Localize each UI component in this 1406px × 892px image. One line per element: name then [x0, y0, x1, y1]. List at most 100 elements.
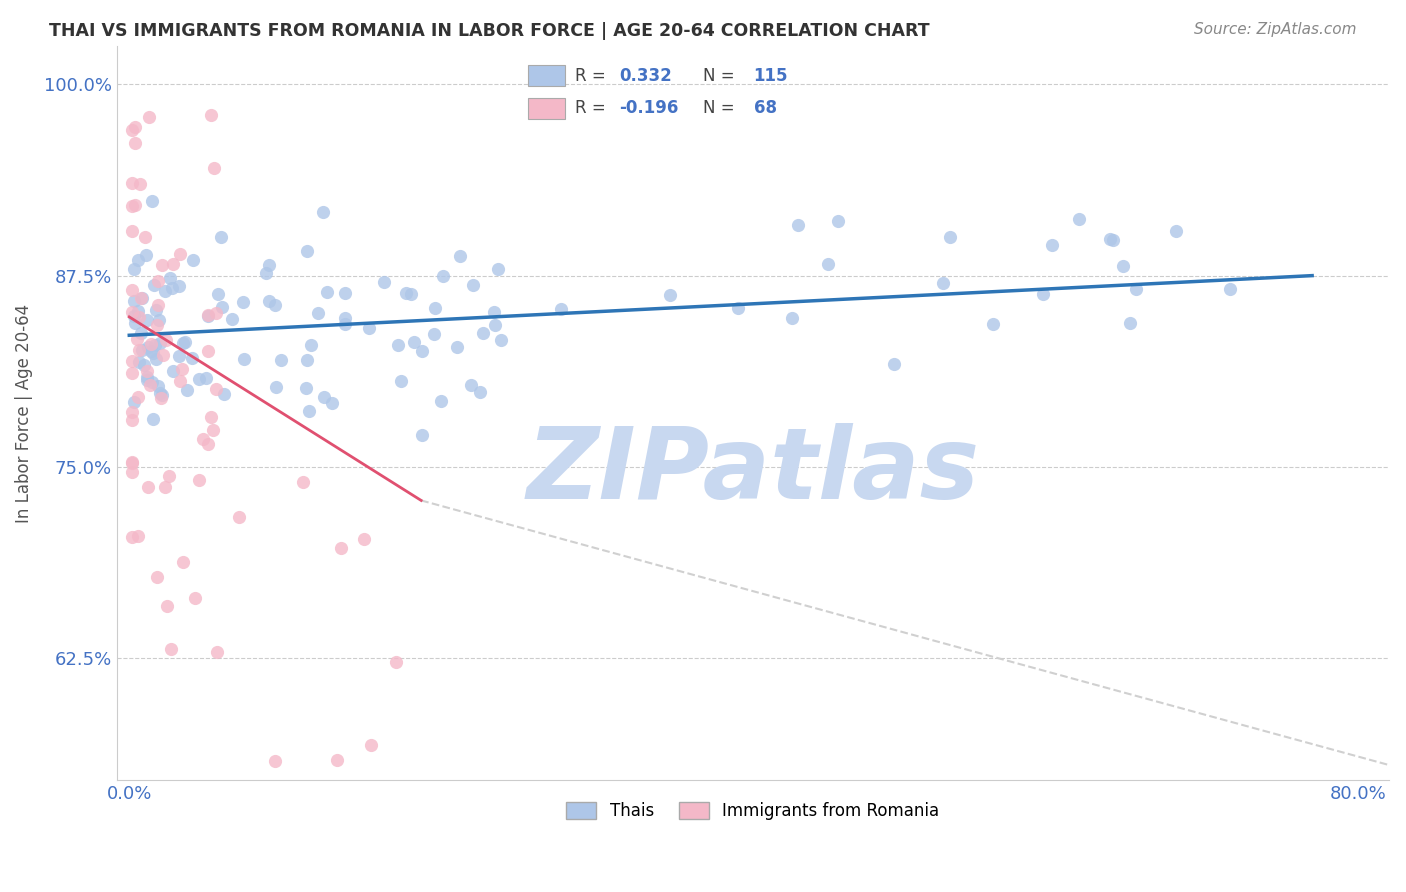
Point: [1166, 224, 1188, 238]
Point: [148, 274, 170, 288]
Point: [1067, 212, 1090, 227]
Point: [180, 351, 202, 365]
Point: [145, 303, 167, 318]
Point: [205, 305, 228, 319]
Point: [254, 266, 277, 280]
Point: [446, 340, 468, 354]
Point: [472, 326, 495, 341]
Point: [174, 335, 197, 350]
Point: [321, 396, 343, 410]
Point: [122, 310, 145, 324]
Point: [150, 258, 173, 272]
Point: [136, 480, 159, 494]
Point: [207, 286, 229, 301]
Point: [121, 530, 143, 544]
Point: [127, 390, 149, 404]
Point: [121, 176, 143, 190]
Point: [188, 372, 211, 386]
Point: [155, 333, 177, 347]
Point: [360, 738, 382, 752]
Point: [1101, 233, 1123, 247]
Text: Source: ZipAtlas.com: Source: ZipAtlas.com: [1194, 22, 1357, 37]
Point: [124, 316, 146, 330]
Point: [932, 277, 955, 291]
Point: [463, 277, 485, 292]
Point: [193, 432, 215, 446]
Point: [127, 304, 149, 318]
Point: [162, 257, 184, 271]
Point: [197, 344, 219, 359]
Point: [169, 246, 191, 260]
Point: [659, 287, 682, 301]
Point: [148, 313, 170, 327]
Point: [205, 382, 228, 396]
Point: [212, 387, 235, 401]
Point: [780, 310, 803, 325]
Point: [292, 475, 315, 489]
Point: [233, 352, 256, 367]
Point: [176, 383, 198, 397]
Point: [315, 285, 337, 300]
Legend: Thais, Immigrants from Romania: Thais, Immigrants from Romania: [560, 796, 946, 827]
Point: [200, 108, 222, 122]
Point: [470, 384, 492, 399]
Point: [124, 136, 146, 150]
Point: [399, 286, 422, 301]
Point: [883, 357, 905, 371]
Point: [125, 332, 148, 346]
Point: [143, 278, 166, 293]
Point: [160, 642, 183, 657]
Point: [169, 374, 191, 388]
Point: [131, 343, 153, 358]
Point: [387, 337, 409, 351]
Point: [786, 218, 808, 232]
Point: [136, 370, 159, 384]
Point: [170, 362, 193, 376]
Point: [197, 437, 219, 451]
Point: [121, 457, 143, 471]
Point: [389, 374, 412, 388]
Point: [136, 340, 159, 354]
Point: [1031, 287, 1053, 301]
Point: [1119, 316, 1142, 330]
Point: [482, 305, 505, 319]
Point: [432, 269, 454, 284]
Point: [263, 754, 285, 768]
Point: [160, 281, 183, 295]
Point: [295, 381, 318, 395]
Point: [157, 469, 180, 483]
Point: [167, 279, 190, 293]
Point: [1098, 232, 1121, 246]
Point: [404, 335, 426, 350]
Point: [146, 298, 169, 312]
Point: [121, 353, 143, 368]
Point: [142, 346, 165, 360]
Point: [141, 194, 163, 209]
Point: [312, 205, 335, 219]
Point: [131, 291, 153, 305]
Point: [221, 312, 243, 326]
Point: [135, 247, 157, 261]
Point: [135, 373, 157, 387]
Point: [423, 301, 446, 316]
Point: [121, 123, 143, 137]
Y-axis label: In Labor Force | Age 20-64: In Labor Force | Age 20-64: [15, 303, 32, 523]
Point: [939, 230, 962, 244]
Point: [155, 480, 177, 494]
Point: [159, 270, 181, 285]
Point: [121, 466, 143, 480]
Point: [129, 292, 152, 306]
Point: [128, 355, 150, 369]
Point: [121, 366, 143, 380]
Point: [981, 318, 1004, 332]
Point: [156, 599, 179, 614]
Point: [307, 306, 329, 320]
Text: ZIPatlas: ZIPatlas: [526, 424, 980, 521]
Point: [817, 257, 839, 271]
Point: [1219, 282, 1241, 296]
Point: [124, 120, 146, 135]
Point: [263, 298, 285, 312]
Point: [200, 410, 222, 425]
Point: [201, 423, 224, 437]
Point: [257, 294, 280, 309]
